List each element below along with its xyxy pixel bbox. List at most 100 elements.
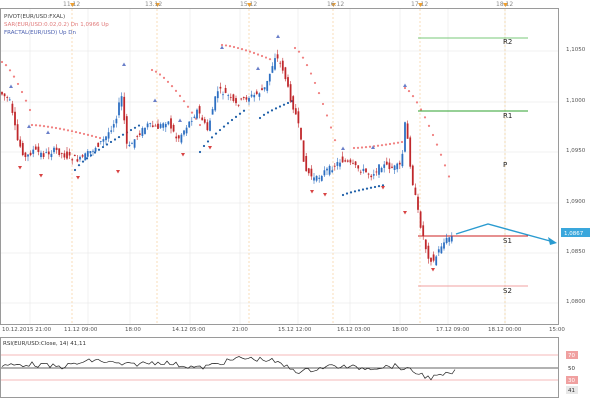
top-marker-3[interactable]: 15.12: [240, 1, 257, 8]
candle-bearish[interactable]: [170, 115, 172, 134]
candle-bearish[interactable]: [406, 120, 409, 139]
candle-bullish[interactable]: [115, 115, 118, 128]
candle-bullish[interactable]: [274, 53, 276, 71]
candle-bullish[interactable]: [53, 146, 55, 154]
candle-bearish[interactable]: [367, 172, 370, 179]
candle-bearish[interactable]: [16, 119, 19, 142]
candle-bullish[interactable]: [118, 97, 120, 119]
candle-bearish[interactable]: [1, 91, 3, 96]
candle-bearish[interactable]: [73, 154, 76, 157]
candle-bearish[interactable]: [172, 123, 175, 133]
candle-bearish[interactable]: [302, 140, 305, 162]
candle-bullish[interactable]: [209, 118, 211, 132]
candle-bearish[interactable]: [427, 242, 430, 264]
candle-bearish[interactable]: [409, 135, 412, 169]
candle-bullish[interactable]: [266, 80, 269, 94]
candle-bearish[interactable]: [63, 150, 66, 160]
candle-bearish[interactable]: [6, 95, 9, 102]
candle-bullish[interactable]: [185, 125, 188, 136]
candle-bearish[interactable]: [19, 136, 22, 149]
candle-bearish[interactable]: [414, 183, 417, 196]
candle-bearish[interactable]: [3, 93, 6, 101]
candle-bullish[interactable]: [216, 86, 219, 103]
candle-bearish[interactable]: [21, 140, 24, 157]
candle-bullish[interactable]: [141, 126, 144, 138]
candle-bullish[interactable]: [313, 173, 315, 184]
candle-bullish[interactable]: [120, 92, 123, 111]
candle-bearish[interactable]: [255, 89, 258, 96]
candle-bullish[interactable]: [396, 162, 399, 173]
candle-bearish[interactable]: [123, 92, 126, 124]
candle-bearish[interactable]: [229, 93, 232, 101]
candle-bearish[interactable]: [157, 119, 159, 130]
candle-bearish[interactable]: [388, 158, 391, 174]
candle-bullish[interactable]: [393, 164, 396, 175]
candle-bearish[interactable]: [68, 148, 71, 159]
candle-bearish[interactable]: [60, 152, 63, 159]
candle-bearish[interactable]: [58, 148, 61, 157]
candle-bearish[interactable]: [294, 104, 297, 115]
candle-bearish[interactable]: [206, 119, 209, 132]
candle-bearish[interactable]: [198, 104, 201, 119]
candle-bearish[interactable]: [232, 93, 235, 103]
candle-bearish[interactable]: [411, 164, 414, 186]
top-marker-6[interactable]: 18.12: [496, 1, 513, 8]
candle-bearish[interactable]: [305, 152, 308, 172]
candle-bearish[interactable]: [424, 239, 427, 253]
candle-bullish[interactable]: [445, 233, 448, 245]
candle-bearish[interactable]: [175, 132, 178, 142]
candle-bearish[interactable]: [154, 123, 157, 127]
candle-bullish[interactable]: [50, 150, 53, 161]
candle-bullish[interactable]: [435, 255, 438, 266]
candle-bearish[interactable]: [292, 94, 295, 114]
candle-bearish[interactable]: [398, 160, 401, 169]
candle-bearish[interactable]: [432, 251, 435, 263]
candle-bearish[interactable]: [55, 144, 58, 154]
candle-bullish[interactable]: [336, 157, 339, 170]
candle-bullish[interactable]: [162, 122, 165, 131]
candle-bullish[interactable]: [92, 149, 94, 156]
top-marker-4[interactable]: 16.12: [327, 1, 344, 8]
candle-bearish[interactable]: [237, 104, 240, 108]
candle-bearish[interactable]: [81, 154, 84, 159]
rsi-indicator[interactable]: RSI(EUR/USD:Close, 14) 41,11 70 50 30 41: [1, 341, 578, 394]
candle-bullish[interactable]: [318, 174, 321, 183]
candle-bullish[interactable]: [362, 164, 365, 174]
candle-bearish[interactable]: [138, 130, 141, 138]
candle-bullish[interactable]: [214, 95, 217, 112]
candle-bearish[interactable]: [97, 142, 100, 148]
candle-bullish[interactable]: [45, 148, 48, 154]
candle-bullish[interactable]: [32, 145, 35, 158]
legend-sar[interactable]: SAR(EUR/USD:0.02,0.2) Dn 1,0966 Up: [4, 22, 109, 28]
candle-bearish[interactable]: [151, 120, 154, 128]
forecast-arrow[interactable]: [455, 223, 557, 245]
candle-bullish[interactable]: [84, 152, 87, 161]
candle-bearish[interactable]: [177, 134, 180, 142]
candle-bearish[interactable]: [375, 167, 378, 176]
candle-bearish[interactable]: [276, 49, 279, 62]
candle-bearish[interactable]: [422, 221, 425, 240]
candle-bullish[interactable]: [105, 135, 107, 145]
candle-bearish[interactable]: [307, 167, 310, 176]
candle-bullish[interactable]: [331, 166, 334, 174]
candle-bullish[interactable]: [380, 166, 383, 173]
candle-bearish[interactable]: [136, 134, 139, 140]
price-axis[interactable]: 1,1050 1,1000 1,0950 1,0900 1,0850 1,080…: [561, 47, 590, 305]
candlesticks[interactable]: [1, 49, 453, 266]
candle-bullish[interactable]: [102, 136, 105, 147]
candle-bullish[interactable]: [149, 122, 152, 128]
candle-bearish[interactable]: [37, 143, 40, 156]
candle-bullish[interactable]: [315, 175, 318, 183]
candle-bearish[interactable]: [219, 82, 222, 94]
candle-bearish[interactable]: [261, 84, 263, 91]
candle-bearish[interactable]: [391, 163, 393, 169]
candle-bullish[interactable]: [164, 122, 167, 132]
candle-bullish[interactable]: [448, 236, 451, 246]
candle-bullish[interactable]: [258, 92, 261, 101]
candle-bearish[interactable]: [300, 127, 302, 141]
candle-bearish[interactable]: [284, 66, 287, 82]
candle-bullish[interactable]: [112, 120, 115, 133]
candle-bearish[interactable]: [346, 159, 349, 163]
candle-bullish[interactable]: [450, 232, 453, 244]
